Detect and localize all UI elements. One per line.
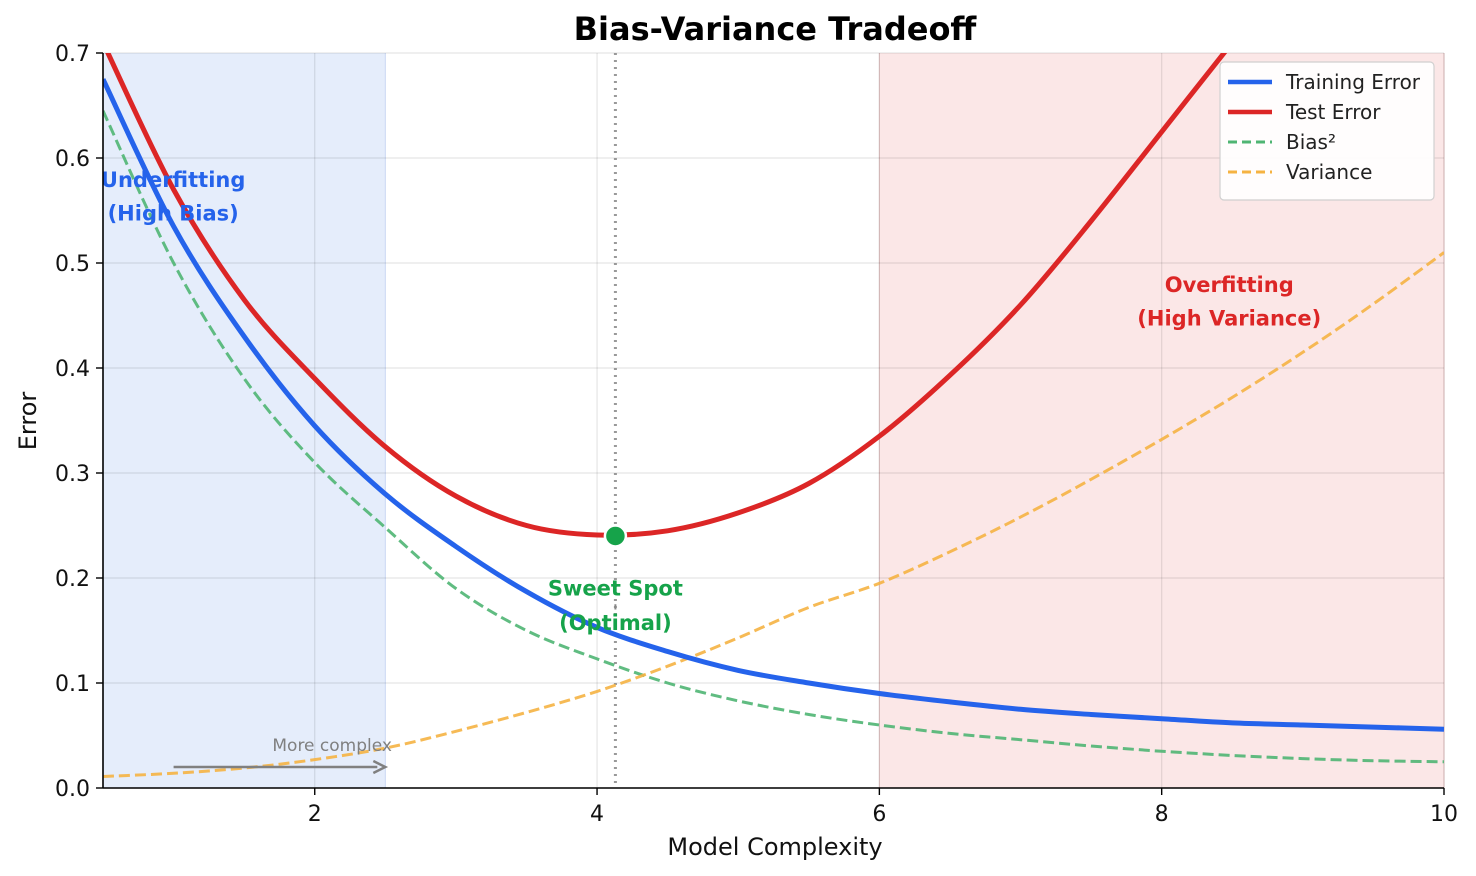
y-tick-label-1: 0.1: [55, 672, 90, 697]
region-1-label-line1: Overfitting: [1165, 273, 1294, 297]
y-tick-label-2: 0.2: [55, 567, 90, 592]
chart-title: Bias-Variance Tradeoff: [574, 10, 978, 48]
optimum-label-line2: (Optimal): [559, 611, 672, 635]
region-0: [103, 53, 386, 788]
y-tick-label-5: 0.5: [55, 252, 90, 277]
x-tick-label-3: 8: [1155, 802, 1169, 827]
legend: Training Error Test Error Bias² Variance: [1219, 61, 1435, 201]
ticks-layer: 2 4 6 8 10 0.0 0.1 0.2 0.3 0.4 0.5 0.6 0.7: [55, 42, 1458, 827]
x-axis-label: Model Complexity: [667, 833, 882, 861]
complexity-arrow-label: More complex: [272, 736, 392, 756]
optimum-label-line1: Sweet Spot: [548, 577, 683, 601]
y-tick-label-6: 0.6: [55, 147, 90, 172]
optimum-marker: [603, 524, 628, 548]
series-layer: [103, 53, 1444, 778]
y-axis-label: Error: [14, 392, 42, 451]
legend-box: [1219, 61, 1435, 201]
series-line-1: [105, 53, 1228, 538]
y-tick-label-4: 0.4: [55, 357, 90, 382]
axes-layer: [102, 53, 1444, 789]
x-tick-label-4: 10: [1430, 802, 1458, 827]
y-tick-label-7: 0.7: [55, 42, 90, 67]
x-tick-label-1: 4: [590, 802, 604, 827]
legend-label-1: Test Error: [1285, 100, 1381, 124]
legend-label-2: Bias²: [1286, 130, 1336, 154]
series-line-3: [103, 251, 1444, 778]
y-tick-label-3: 0.3: [55, 462, 90, 487]
region-0-label-line1: Underfitting: [101, 168, 245, 192]
region-0-label-line2: (High Bias): [108, 201, 239, 225]
region-1-label-line2: (High Variance): [1137, 306, 1321, 330]
legend-label-0: Training Error: [1285, 70, 1421, 94]
series-line-0: [103, 78, 1444, 732]
regions-layer: [102, 53, 1445, 788]
x-tick-label-2: 6: [872, 802, 886, 827]
y-tick-label-0: 0.0: [55, 777, 90, 802]
x-tick-label-0: 2: [308, 802, 322, 827]
series-line-2: [103, 110, 1444, 764]
complexity-arrow-head: [372, 759, 389, 775]
legend-label-3: Variance: [1286, 160, 1372, 184]
annotation-layer: Underfitting (High Bias) Overfitting (High …: [101, 168, 1321, 775]
